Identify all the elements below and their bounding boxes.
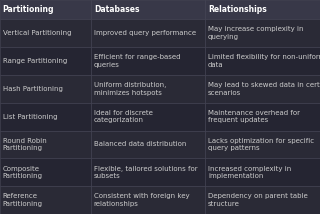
Bar bbox=[91, 0, 205, 19]
Text: Reference
Partitioning: Reference Partitioning bbox=[3, 193, 43, 207]
Text: Lacks optimization for specific
query patterns: Lacks optimization for specific query pa… bbox=[208, 138, 314, 151]
Text: Partitioning: Partitioning bbox=[3, 5, 54, 14]
Bar bbox=[205, 0, 320, 19]
Bar bbox=[0, 186, 91, 214]
Bar bbox=[205, 47, 320, 75]
Text: May lead to skewed data in certain
scenarios: May lead to skewed data in certain scena… bbox=[208, 82, 320, 96]
Text: Consistent with foreign key
relationships: Consistent with foreign key relationship… bbox=[94, 193, 189, 207]
Text: Composite
Partitioning: Composite Partitioning bbox=[3, 165, 43, 179]
Text: Maintenance overhead for
frequent updates: Maintenance overhead for frequent update… bbox=[208, 110, 300, 123]
Bar bbox=[91, 47, 205, 75]
Bar bbox=[0, 158, 91, 186]
Text: Ideal for discrete
categorization: Ideal for discrete categorization bbox=[94, 110, 153, 123]
Text: Increased complexity in
implementation: Increased complexity in implementation bbox=[208, 165, 291, 179]
Bar bbox=[205, 75, 320, 103]
Text: Flexible, tailored solutions for
subsets: Flexible, tailored solutions for subsets bbox=[94, 165, 197, 179]
Bar bbox=[0, 19, 91, 47]
Text: Uniform distribution,
minimizes hotspots: Uniform distribution, minimizes hotspots bbox=[94, 82, 166, 96]
Text: Relationships: Relationships bbox=[208, 5, 267, 14]
Text: Dependency on parent table
structure: Dependency on parent table structure bbox=[208, 193, 308, 207]
Text: Range Partitioning: Range Partitioning bbox=[3, 58, 67, 64]
Bar bbox=[91, 19, 205, 47]
Text: Improved query performance: Improved query performance bbox=[94, 30, 196, 36]
Bar bbox=[0, 131, 91, 158]
Bar bbox=[91, 158, 205, 186]
Bar bbox=[0, 75, 91, 103]
Text: Balanced data distribution: Balanced data distribution bbox=[94, 141, 186, 147]
Text: May increase complexity in
querying: May increase complexity in querying bbox=[208, 26, 303, 40]
Bar bbox=[205, 186, 320, 214]
Bar bbox=[205, 19, 320, 47]
Bar bbox=[0, 47, 91, 75]
Bar bbox=[0, 0, 91, 19]
Text: Vertical Partitioning: Vertical Partitioning bbox=[3, 30, 71, 36]
Bar bbox=[91, 75, 205, 103]
Text: Limited flexibility for non-uniform
data: Limited flexibility for non-uniform data bbox=[208, 54, 320, 68]
Bar bbox=[91, 131, 205, 158]
Bar bbox=[91, 103, 205, 131]
Text: Databases: Databases bbox=[94, 5, 139, 14]
Text: Round Robin
Partitioning: Round Robin Partitioning bbox=[3, 138, 46, 151]
Bar bbox=[91, 186, 205, 214]
Text: Hash Partitioning: Hash Partitioning bbox=[3, 86, 62, 92]
Bar bbox=[205, 103, 320, 131]
Bar bbox=[0, 103, 91, 131]
Bar bbox=[205, 158, 320, 186]
Text: List Partitioning: List Partitioning bbox=[3, 114, 57, 120]
Text: Efficient for range-based
queries: Efficient for range-based queries bbox=[94, 54, 180, 68]
Bar bbox=[205, 131, 320, 158]
